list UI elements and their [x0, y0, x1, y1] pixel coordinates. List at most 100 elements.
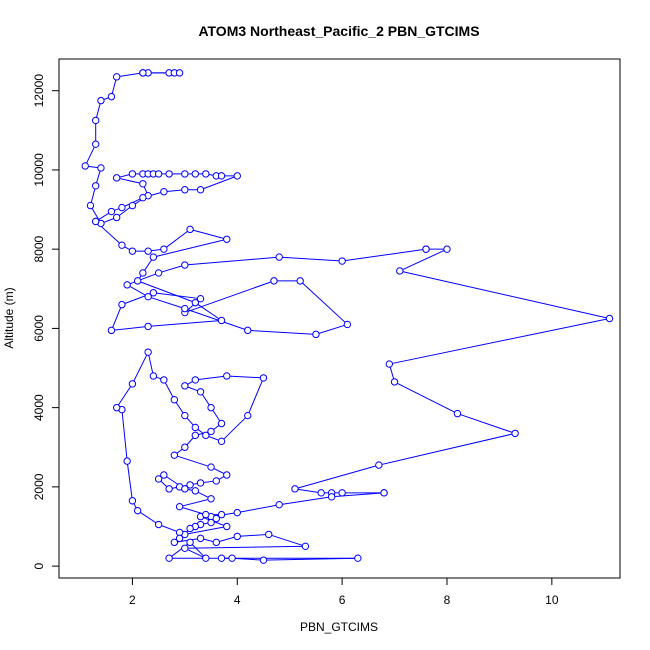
series-line-segment — [121, 409, 128, 462]
data-point — [112, 213, 121, 222]
data-point — [123, 457, 131, 465]
data-point — [212, 477, 220, 485]
data-point — [191, 170, 200, 178]
data-point — [165, 485, 173, 493]
x-tick-label: 6 — [339, 593, 346, 607]
x-tick-label: 8 — [444, 593, 451, 607]
data-point — [92, 140, 100, 148]
data-point — [259, 374, 268, 382]
plot-frame — [58, 58, 621, 579]
series-line-segment — [137, 510, 159, 525]
data-point — [223, 471, 231, 479]
data-point — [128, 380, 137, 388]
data-point — [86, 201, 95, 210]
data-point — [139, 180, 147, 188]
data-point — [181, 485, 189, 493]
series-line-segment — [279, 496, 332, 506]
data-point — [154, 475, 163, 483]
y-tick-label: 0 — [32, 562, 46, 569]
data-point — [191, 431, 200, 440]
series-line-segment — [131, 351, 149, 385]
y-axis: 0 2000 4000 6000 8000 10000 12000 — [32, 74, 60, 569]
data-point — [453, 409, 462, 418]
series-line-segment — [184, 280, 275, 314]
data-point — [217, 316, 226, 325]
data-point — [181, 304, 189, 313]
data-point — [422, 245, 430, 253]
series-line-segment — [226, 375, 264, 379]
data-point — [217, 419, 226, 428]
data-point — [186, 538, 194, 547]
data-point — [217, 437, 226, 446]
data-point — [107, 92, 116, 101]
series-line-segment — [116, 177, 143, 185]
data-point — [354, 554, 362, 562]
series-line-segment — [200, 175, 238, 191]
series-line-segment — [294, 464, 379, 490]
data-point — [217, 554, 226, 562]
data-point — [196, 479, 205, 487]
data-point — [170, 538, 179, 547]
data-point — [165, 554, 173, 562]
y-tick-label: 2000 — [32, 473, 46, 500]
series-line-segment — [184, 547, 207, 559]
data-point — [154, 269, 163, 277]
data-point — [317, 489, 325, 497]
data-point — [275, 501, 283, 509]
series-line-segment — [137, 280, 196, 304]
series-line-segment — [299, 280, 348, 325]
data-point — [112, 403, 121, 412]
data-point — [301, 542, 310, 551]
data-point — [233, 508, 241, 517]
data-point — [181, 544, 189, 552]
data-point — [191, 298, 200, 307]
data-point — [139, 269, 147, 277]
series-line-segment — [126, 284, 149, 298]
data-point — [223, 235, 231, 243]
chart-title: ATOM3 Northeast_Pacific_2 PBN_GTCIMS — [198, 23, 479, 39]
data-point — [270, 277, 278, 285]
series-line-segment — [126, 461, 133, 501]
data-point — [154, 170, 163, 178]
data-point — [605, 314, 614, 323]
data-point — [212, 538, 220, 547]
data-point — [181, 411, 189, 420]
data-point — [202, 170, 210, 178]
data-point — [160, 245, 168, 253]
data-point — [191, 487, 200, 495]
data-point — [181, 261, 189, 269]
data-point — [107, 326, 116, 335]
data-point — [207, 518, 215, 527]
data-point — [207, 427, 215, 436]
x-axis: 2 4 6 8 10 — [129, 577, 559, 607]
data-point — [118, 241, 126, 249]
data-point — [165, 170, 173, 178]
data-point — [191, 423, 200, 432]
data-point — [196, 186, 205, 194]
data-point — [380, 489, 388, 497]
series-line-segment — [189, 541, 207, 559]
series-line-segment — [153, 292, 201, 300]
data-point — [223, 522, 231, 531]
series-line-segment — [179, 498, 212, 508]
data-point — [259, 556, 268, 564]
data-point — [312, 330, 320, 339]
data-point — [170, 396, 179, 404]
data-point — [186, 481, 194, 489]
data-point — [207, 463, 215, 471]
data-point — [291, 485, 299, 493]
series-line-segment — [110, 304, 123, 331]
series-line-segment — [184, 256, 280, 266]
data-point — [128, 247, 137, 255]
data-point — [92, 116, 100, 125]
series-line-segment — [457, 413, 516, 434]
x-tick-label: 10 — [545, 593, 559, 607]
data-point — [212, 514, 220, 523]
data-point — [139, 193, 147, 202]
series-line-segment — [148, 319, 222, 327]
data-point — [133, 277, 142, 285]
data-point — [175, 528, 184, 537]
series-line-segment — [195, 375, 227, 381]
series-line-segment — [237, 504, 280, 514]
series-line-segment — [84, 143, 97, 167]
